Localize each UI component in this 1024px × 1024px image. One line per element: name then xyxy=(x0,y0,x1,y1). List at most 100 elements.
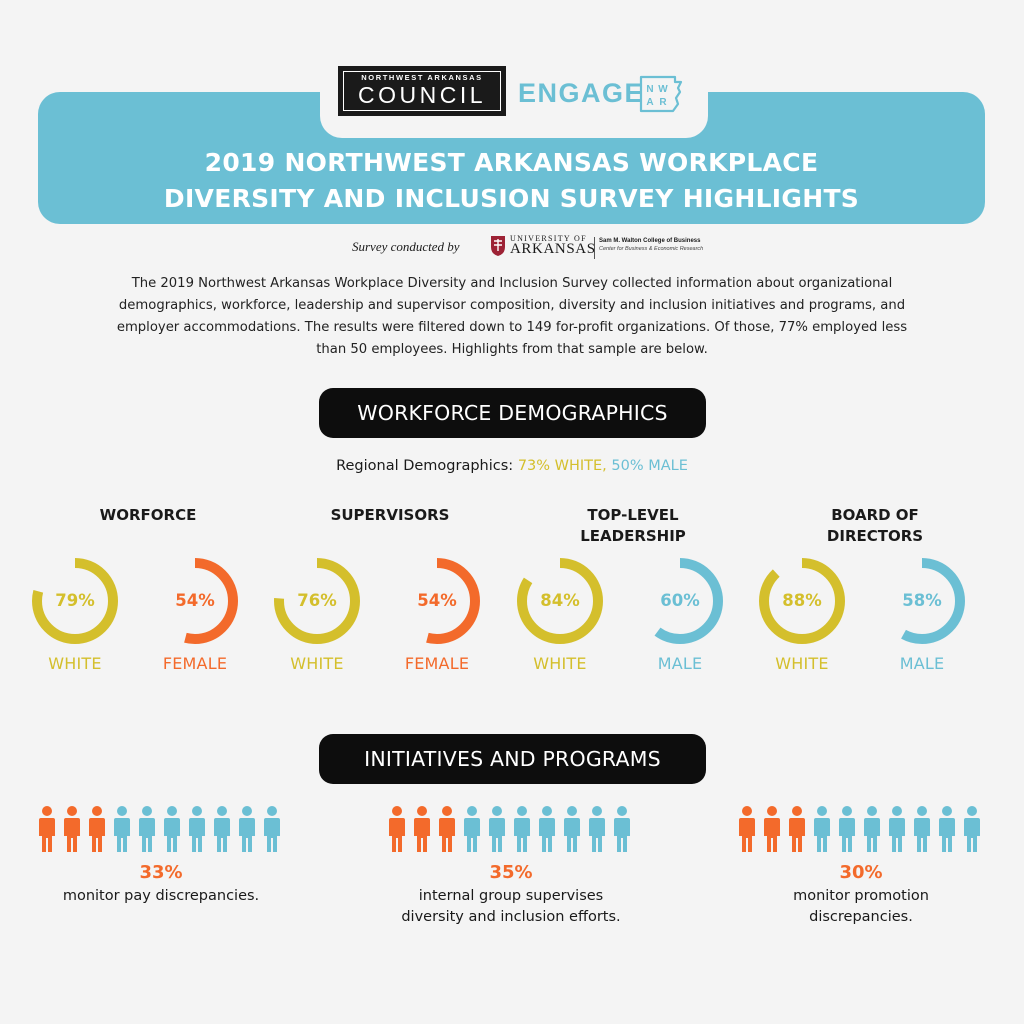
stat-percent: 30% xyxy=(839,862,883,883)
ring-percent: 79% xyxy=(55,591,95,610)
person-icon xyxy=(864,806,880,852)
ring-label: WHITE xyxy=(533,654,587,673)
engage-mark-letter: R xyxy=(659,97,667,108)
ring-label: MALE xyxy=(657,654,703,673)
regional-label: Regional Demographics: xyxy=(336,458,514,474)
person-icon xyxy=(514,806,530,852)
person-icon xyxy=(914,806,930,852)
stat-description: monitor promotion xyxy=(793,888,929,904)
walton-college-text: Sam M. Walton College of Business xyxy=(599,238,701,244)
stat-description: diversity and inclusion efforts. xyxy=(401,909,621,925)
person-icon xyxy=(839,806,855,852)
council-logo-big-text: COUNCIL xyxy=(357,82,486,108)
credit-label: Survey conducted by xyxy=(352,239,460,254)
ring-label: WHITE xyxy=(290,654,344,673)
university-small-text: UNIVERSITY OF xyxy=(510,234,587,243)
person-icon xyxy=(489,806,505,852)
person-icon xyxy=(239,806,255,852)
percent-ring: 76% xyxy=(272,556,362,646)
person-icon xyxy=(764,806,780,852)
group-title: WORFORCE xyxy=(99,506,197,524)
people-row xyxy=(389,806,630,852)
person-icon xyxy=(414,806,430,852)
group-title: SUPERVISORS xyxy=(330,506,450,524)
intro-line-4: than 50 employees. Highlights from that … xyxy=(316,342,708,357)
regional-demographics: Regional Demographics: 73% WHITE, 50% MA… xyxy=(0,458,1024,474)
person-icon xyxy=(789,806,805,852)
percent-ring: 54% xyxy=(150,556,240,646)
ring-percent: 60% xyxy=(660,591,700,610)
person-icon xyxy=(964,806,980,852)
engage-logo-text: ENGAGE xyxy=(518,78,645,108)
intro-line-2: demographics, workforce, leadership and … xyxy=(118,298,906,313)
ring-label: WHITE xyxy=(48,654,102,673)
group-title: LEADERSHIP xyxy=(580,527,686,545)
person-icon xyxy=(464,806,480,852)
page-title-line-1: 2019 NORTHWEST ARKANSAS WORKPLACE xyxy=(204,148,819,177)
person-icon xyxy=(89,806,105,852)
person-icon xyxy=(614,806,630,852)
ring-percent: 84% xyxy=(540,591,580,610)
person-icon xyxy=(564,806,580,852)
ring-arc xyxy=(637,558,723,644)
ring-percent: 54% xyxy=(417,591,457,610)
section-heading-workforce: WORKFORCE DEMOGRAPHICS xyxy=(319,388,706,438)
research-center-text: Center for Business & Economic Research xyxy=(599,246,704,252)
person-icon xyxy=(164,806,180,852)
percent-ring: 79% xyxy=(30,556,120,646)
page-title-line-2: DIVERSITY AND INCLUSION SURVEY HIGHLIGHT… xyxy=(163,184,860,213)
arkansas-state-icon: N W A R xyxy=(639,75,683,113)
ring-arc xyxy=(274,558,360,644)
person-icon xyxy=(889,806,905,852)
people-row xyxy=(39,806,280,852)
person-icon xyxy=(114,806,130,852)
ring-percent: 54% xyxy=(175,591,215,610)
ring-label: FEMALE xyxy=(162,654,228,673)
university-shield-icon xyxy=(491,236,505,256)
person-icon xyxy=(139,806,155,852)
percent-ring: 60% xyxy=(635,556,725,646)
regional-male: 50% MALE xyxy=(611,458,688,474)
council-logo-small-text: NORTHWEST ARKANSAS xyxy=(361,73,483,82)
ring-arc xyxy=(152,558,238,644)
people-row xyxy=(739,806,980,852)
group-title: DIRECTORS xyxy=(826,527,924,545)
person-icon xyxy=(439,806,455,852)
ring-label: WHITE xyxy=(775,654,829,673)
engage-logo: ENGAGE N W A R xyxy=(518,74,688,114)
group-title: BOARD OF xyxy=(831,506,919,524)
person-icon xyxy=(264,806,280,852)
person-icon xyxy=(589,806,605,852)
group-title: TOP-LEVEL xyxy=(587,506,679,524)
person-icon xyxy=(814,806,830,852)
percent-ring: 88% xyxy=(757,556,847,646)
stat-description: monitor pay discrepancies. xyxy=(62,888,260,904)
ring-arc xyxy=(879,558,965,644)
ring-arc xyxy=(759,558,845,644)
ring-arc xyxy=(517,558,603,644)
council-logo: NORTHWEST ARKANSAS COUNCIL xyxy=(338,66,506,116)
university-big-text: ARKANSAS xyxy=(510,241,596,257)
percent-ring: 54% xyxy=(392,556,482,646)
ring-percent: 76% xyxy=(297,591,337,610)
ring-label: FEMALE xyxy=(404,654,470,673)
intro-line-1: The 2019 Northwest Arkansas Workplace Di… xyxy=(131,276,893,291)
person-icon xyxy=(189,806,205,852)
person-icon xyxy=(214,806,230,852)
percent-ring: 58% xyxy=(877,556,967,646)
credit-divider xyxy=(594,237,595,259)
regional-white: 73% WHITE, xyxy=(517,458,607,474)
engage-mark-letter: N xyxy=(646,84,653,95)
stat-description: discrepancies. xyxy=(809,909,913,925)
survey-credit: Survey conducted by UNIVERSITY OF ARKANS… xyxy=(352,233,703,263)
person-icon xyxy=(64,806,80,852)
person-icon xyxy=(739,806,755,852)
engage-mark-letter: W xyxy=(658,84,668,95)
ring-arc xyxy=(32,558,118,644)
person-icon xyxy=(939,806,955,852)
stat-percent: 33% xyxy=(139,862,183,883)
stat-description: internal group supervises xyxy=(418,888,604,904)
percent-ring: 84% xyxy=(515,556,605,646)
ring-arc xyxy=(394,558,480,644)
person-icon xyxy=(539,806,555,852)
